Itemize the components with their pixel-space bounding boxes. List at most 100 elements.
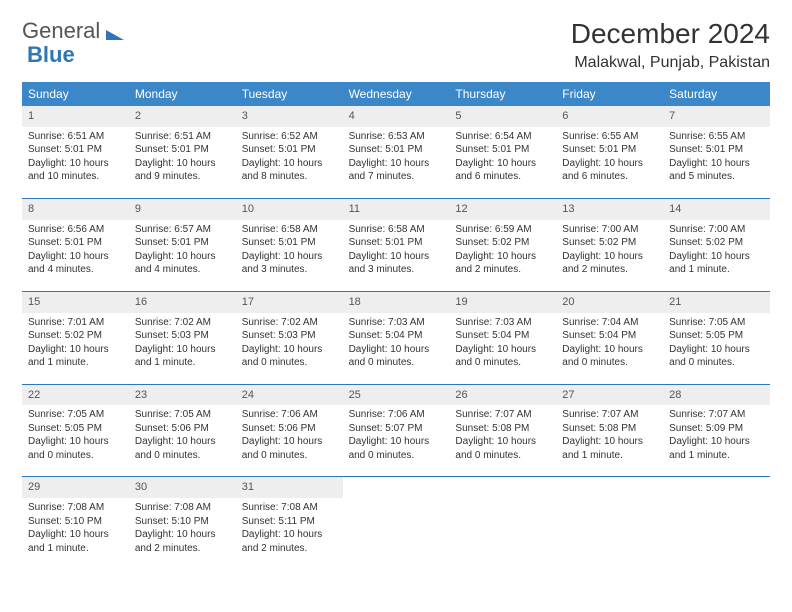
sunrise-text: Sunrise: 7:03 AM [349, 316, 444, 330]
day-cell: 16Sunrise: 7:02 AMSunset: 5:03 PMDayligh… [129, 292, 236, 376]
location: Malakwal, Punjab, Pakistan [571, 54, 770, 72]
sunrise-text: Sunrise: 7:00 AM [562, 223, 657, 237]
sunset-text: Sunset: 5:10 PM [28, 515, 123, 529]
day-cell: 14Sunrise: 7:00 AMSunset: 5:02 PMDayligh… [663, 199, 770, 283]
sunset-text: Sunset: 5:01 PM [28, 236, 123, 250]
day-number: 13 [556, 199, 663, 220]
sunset-text: Sunset: 5:02 PM [455, 236, 550, 250]
daylight-text: Daylight: 10 hours and 1 minute. [562, 435, 657, 462]
week-row: 29Sunrise: 7:08 AMSunset: 5:10 PMDayligh… [22, 476, 770, 561]
sunset-text: Sunset: 5:09 PM [669, 422, 764, 436]
day-number: 4 [343, 106, 450, 127]
sunset-text: Sunset: 5:01 PM [562, 143, 657, 157]
daylight-text: Daylight: 10 hours and 0 minutes. [242, 343, 337, 370]
sunset-text: Sunset: 5:04 PM [455, 329, 550, 343]
sunset-text: Sunset: 5:03 PM [135, 329, 230, 343]
day-cell: 26Sunrise: 7:07 AMSunset: 5:08 PMDayligh… [449, 385, 556, 469]
day-header: Sunday [22, 82, 129, 106]
sunrise-text: Sunrise: 6:52 AM [242, 130, 337, 144]
daylight-text: Daylight: 10 hours and 6 minutes. [562, 157, 657, 184]
day-header: Wednesday [343, 82, 450, 106]
daylight-text: Daylight: 10 hours and 0 minutes. [455, 343, 550, 370]
sunset-text: Sunset: 5:07 PM [349, 422, 444, 436]
day-cell: 30Sunrise: 7:08 AMSunset: 5:10 PMDayligh… [129, 477, 236, 561]
day-cell: 4Sunrise: 6:53 AMSunset: 5:01 PMDaylight… [343, 106, 450, 190]
sunrise-text: Sunrise: 7:05 AM [28, 408, 123, 422]
month-title: December 2024 [571, 18, 770, 50]
day-number: 9 [129, 199, 236, 220]
sunrise-text: Sunrise: 6:56 AM [28, 223, 123, 237]
day-number: 5 [449, 106, 556, 127]
sunrise-text: Sunrise: 6:51 AM [135, 130, 230, 144]
day-header: Monday [129, 82, 236, 106]
daylight-text: Daylight: 10 hours and 2 minutes. [562, 250, 657, 277]
day-number: 16 [129, 292, 236, 313]
daylight-text: Daylight: 10 hours and 6 minutes. [455, 157, 550, 184]
day-cell: 28Sunrise: 7:07 AMSunset: 5:09 PMDayligh… [663, 385, 770, 469]
sunrise-text: Sunrise: 6:59 AM [455, 223, 550, 237]
day-number: 8 [22, 199, 129, 220]
sunrise-text: Sunrise: 6:57 AM [135, 223, 230, 237]
day-number: 22 [22, 385, 129, 406]
week-row: 1Sunrise: 6:51 AMSunset: 5:01 PMDaylight… [22, 106, 770, 190]
daylight-text: Daylight: 10 hours and 1 minute. [135, 343, 230, 370]
sunrise-text: Sunrise: 7:05 AM [135, 408, 230, 422]
sunset-text: Sunset: 5:05 PM [28, 422, 123, 436]
day-cell: 27Sunrise: 7:07 AMSunset: 5:08 PMDayligh… [556, 385, 663, 469]
sunrise-text: Sunrise: 6:54 AM [455, 130, 550, 144]
sunrise-text: Sunrise: 7:03 AM [455, 316, 550, 330]
daylight-text: Daylight: 10 hours and 4 minutes. [28, 250, 123, 277]
day-cell: 3Sunrise: 6:52 AMSunset: 5:01 PMDaylight… [236, 106, 343, 190]
day-cell: 7Sunrise: 6:55 AMSunset: 5:01 PMDaylight… [663, 106, 770, 190]
daylight-text: Daylight: 10 hours and 1 minute. [28, 528, 123, 555]
sunset-text: Sunset: 5:01 PM [242, 236, 337, 250]
sunrise-text: Sunrise: 6:58 AM [349, 223, 444, 237]
empty-cell [449, 477, 556, 561]
daylight-text: Daylight: 10 hours and 5 minutes. [669, 157, 764, 184]
sunset-text: Sunset: 5:06 PM [242, 422, 337, 436]
day-number: 27 [556, 385, 663, 406]
day-cell: 31Sunrise: 7:08 AMSunset: 5:11 PMDayligh… [236, 477, 343, 561]
daylight-text: Daylight: 10 hours and 4 minutes. [135, 250, 230, 277]
day-cell: 2Sunrise: 6:51 AMSunset: 5:01 PMDaylight… [129, 106, 236, 190]
daylight-text: Daylight: 10 hours and 1 minute. [669, 250, 764, 277]
daylight-text: Daylight: 10 hours and 2 minutes. [242, 528, 337, 555]
sunrise-text: Sunrise: 6:58 AM [242, 223, 337, 237]
sunrise-text: Sunrise: 7:01 AM [28, 316, 123, 330]
day-number: 23 [129, 385, 236, 406]
day-number: 1 [22, 106, 129, 127]
sunset-text: Sunset: 5:01 PM [455, 143, 550, 157]
day-number: 2 [129, 106, 236, 127]
daylight-text: Daylight: 10 hours and 0 minutes. [349, 435, 444, 462]
daylight-text: Daylight: 10 hours and 3 minutes. [349, 250, 444, 277]
day-number: 14 [663, 199, 770, 220]
daylight-text: Daylight: 10 hours and 0 minutes. [349, 343, 444, 370]
day-cell: 13Sunrise: 7:00 AMSunset: 5:02 PMDayligh… [556, 199, 663, 283]
day-cell: 12Sunrise: 6:59 AMSunset: 5:02 PMDayligh… [449, 199, 556, 283]
day-cell: 5 Sunrise: 6:54 AMSunset: 5:01 PMDaylight… [449, 106, 556, 190]
day-cell: 6 Sunrise: 6:55 AMSunset: 5:01 PMDaylight… [556, 106, 663, 190]
sunset-text: Sunset: 5:01 PM [135, 143, 230, 157]
sunrise-text: Sunrise: 6:51 AM [28, 130, 123, 144]
daylight-text: Daylight: 10 hours and 0 minutes. [455, 435, 550, 462]
sunrise-text: Sunrise: 6:55 AM [562, 130, 657, 144]
daylight-text: Daylight: 10 hours and 7 minutes. [349, 157, 444, 184]
day-number: 25 [343, 385, 450, 406]
daylight-text: Daylight: 10 hours and 0 minutes. [669, 343, 764, 370]
sunset-text: Sunset: 5:01 PM [349, 236, 444, 250]
day-number: 20 [556, 292, 663, 313]
daylight-text: Daylight: 10 hours and 1 minute. [28, 343, 123, 370]
sunset-text: Sunset: 5:01 PM [349, 143, 444, 157]
empty-cell [343, 477, 450, 561]
day-cell: 20Sunrise: 7:04 AMSunset: 5:04 PMDayligh… [556, 292, 663, 376]
title-block: December 2024 Malakwal, Punjab, Pakistan [571, 18, 770, 72]
day-number: 12 [449, 199, 556, 220]
sunset-text: Sunset: 5:02 PM [28, 329, 123, 343]
day-cell: 8 Sunrise: 6:56 AMSunset: 5:01 PMDaylight… [22, 199, 129, 283]
logo-text-blue: Blue [27, 42, 75, 68]
sunset-text: Sunset: 5:04 PM [562, 329, 657, 343]
header: General December 2024 Malakwal, Punjab, … [22, 18, 770, 72]
day-cell: 24Sunrise: 7:06 AMSunset: 5:06 PMDayligh… [236, 385, 343, 469]
sunset-text: Sunset: 5:04 PM [349, 329, 444, 343]
day-number: 6 [556, 106, 663, 127]
